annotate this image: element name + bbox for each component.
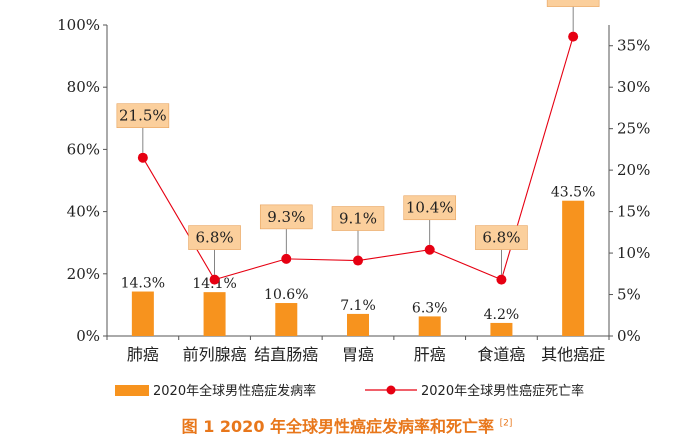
legend-line-label: 2020年全球男性癌症死亡率 [421,383,584,399]
callout-box [475,225,528,250]
bar [131,291,154,336]
callout-box [331,206,385,231]
category-label: 前列腺癌 [183,345,247,364]
category-label: 结直肠癌 [254,345,318,364]
left-tick-label: 60% [67,140,100,158]
right-tick-label: 0% [617,327,641,345]
bar-value-label: 6.3% [412,300,448,316]
bar [203,292,226,336]
category-label: 胃癌 [342,345,374,364]
line-point [568,31,579,42]
line-point [209,274,220,285]
bar [347,313,369,336]
right-tick-label: 10% [617,244,650,262]
category-label: 食道癌 [477,345,525,364]
callout-box [403,195,457,221]
right-tick-label: 25% [617,120,650,138]
bar [490,322,513,336]
left-tick-label: 80% [67,78,100,96]
line-point [496,274,507,285]
bar-series: 14.3%14.1%10.6%7.1%6.3%4.2%43.5% [121,185,595,336]
legend-bar-swatch [115,385,149,396]
caption-text: 图 1 2020 年全球男性癌症发病率和死亡率 [181,417,495,436]
line-value-label: 10.4% [406,199,454,217]
right-tick-label: 15% [617,203,650,221]
category-label: 肺癌 [127,345,159,364]
bar-value-label: 43.5% [551,185,595,201]
bar-value-label: 10.6% [264,287,308,303]
callout-box [116,103,170,128]
category-label: 肝癌 [414,345,446,364]
left-tick-label: 100% [57,16,100,34]
category-label: 其他癌症 [541,345,605,364]
line-series: 21.5% 6.8% 9.3% 9.1% 10.4% 6.8% 36.1% [116,0,600,285]
line-value-label: 21.5% [119,107,167,125]
left-tick-label: 0% [76,327,100,345]
bar-value-label: 7.1% [340,298,376,314]
legend-bar-label: 2020年全球男性癌症发病率 [153,383,316,399]
right-tick-label: 20% [617,161,650,179]
line-point [424,244,435,255]
callout-box [259,204,313,230]
bar [275,303,298,336]
figure-caption: 图 1 2020 年全球男性癌症发病率和死亡率 [2] [0,413,694,437]
legend-line-marker [386,385,396,395]
line-value-label: 6.8% [196,229,234,247]
bar-value-label: 14.3% [121,276,165,292]
bar [562,200,585,336]
line-point [137,152,148,163]
bar [418,316,441,336]
legend: 2020年全球男性癌症发病率 2020年全球男性癌症死亡率 [115,383,584,399]
right-tick-label: 30% [617,78,650,96]
line-point [353,255,363,266]
line-point [281,253,292,264]
line-value-label: 9.1% [339,210,377,228]
caption-reference: [2] [499,418,513,429]
axes: 0% 20% 40% 60% 80% 100% 0% 5% 10% 15% 20% 25% 30% 35%… [57,16,650,364]
callout-box [546,0,600,7]
line-value-label: 36.1% [549,0,597,4]
line-value-label: 6.8% [482,229,520,247]
bar-value-label: 4.2% [484,307,520,323]
right-tick-label: 35% [617,37,650,55]
left-tick-label: 40% [67,203,100,221]
right-tick-label: 5% [617,286,641,304]
line-value-label: 9.3% [267,208,305,226]
callout-box [188,225,241,250]
left-tick-label: 20% [67,265,100,283]
